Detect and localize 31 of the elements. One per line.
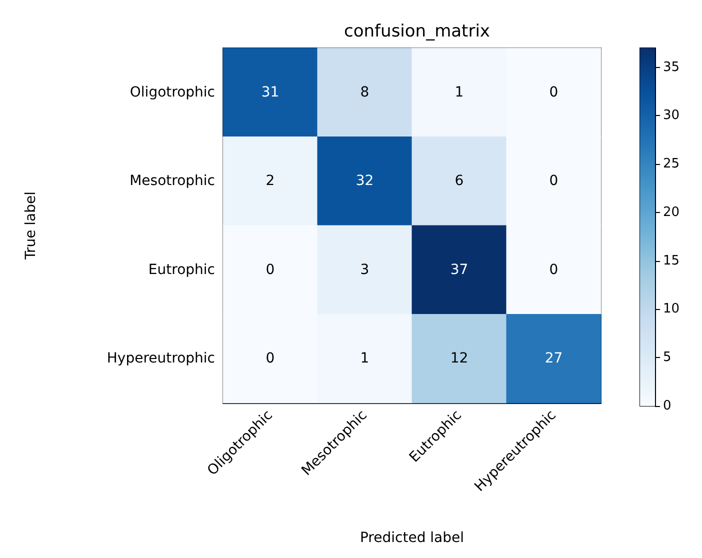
color-bar-label: 20 — [663, 204, 680, 220]
x-axis-title: Predicted label — [360, 530, 464, 546]
y-tick-label: Hypereutrophic — [106, 350, 215, 367]
color-bar-label: 30 — [663, 108, 680, 124]
color-bar-label: 10 — [663, 302, 680, 317]
color-bar-label: 0 — [663, 398, 672, 414]
chart-title: confusion_matrix — [344, 22, 490, 42]
data-label: 6 — [454, 173, 464, 190]
data-label: 0 — [266, 350, 275, 367]
data-label: 8 — [360, 84, 370, 100]
data-label: 2 — [266, 173, 275, 190]
y-tick-label: Oligotrophic — [130, 84, 215, 100]
y-axis-title: True label — [23, 191, 39, 261]
data-label: 37 — [450, 262, 468, 278]
data-label: 0 — [549, 173, 558, 190]
data-label: 0 — [549, 84, 558, 100]
data-label: 0 — [266, 262, 275, 278]
color-bar-label: 5 — [663, 350, 672, 366]
color-bar-label: 25 — [663, 156, 680, 172]
data-label: 3 — [360, 262, 370, 278]
color-bar-label: 15 — [663, 253, 680, 268]
y-tick-label: Mesotrophic — [130, 173, 215, 190]
y-tick-label: Eutrophic — [148, 262, 215, 278]
data-label: 0 — [549, 262, 558, 278]
data-label: 27 — [544, 350, 563, 367]
color-bar-label: 35 — [663, 60, 680, 75]
data-label: 1 — [360, 350, 370, 367]
data-label: 1 — [454, 84, 464, 100]
data-label: 31 — [261, 84, 280, 100]
data-label: 32 — [356, 173, 374, 190]
data-label: 12 — [450, 350, 468, 367]
